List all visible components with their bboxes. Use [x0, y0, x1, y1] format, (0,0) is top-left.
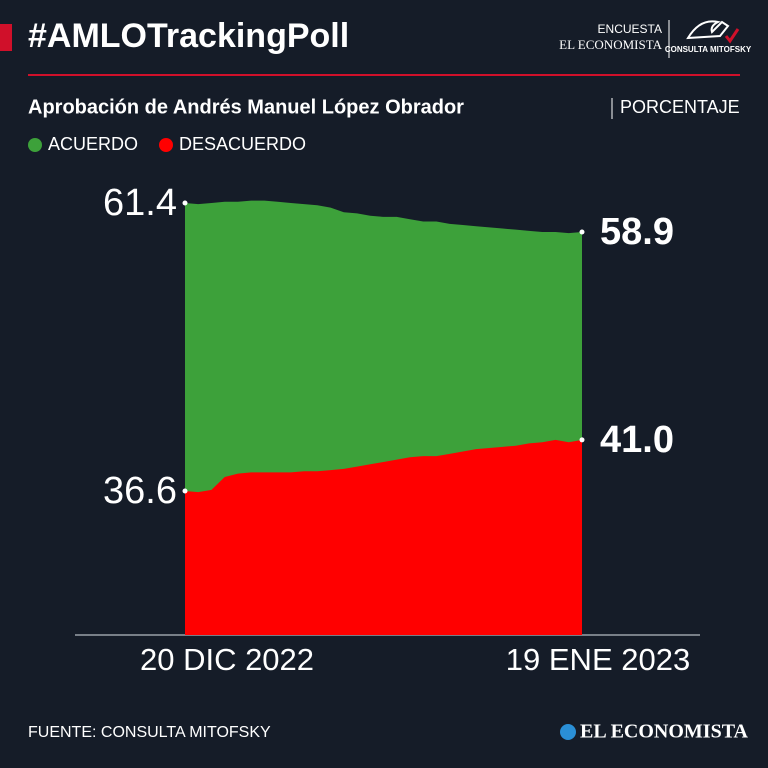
end-dot — [182, 488, 188, 494]
pollster-label: CONSULTA MITOFSKY — [665, 45, 752, 54]
end-dot — [182, 200, 188, 206]
survey-label: ENCUESTA — [598, 22, 662, 36]
value-label: 61.4 — [103, 182, 177, 224]
pollster-icon — [686, 20, 730, 40]
chart-title: Aprobación de Andrés Manuel López Obrado… — [28, 96, 464, 118]
header-accent — [0, 24, 12, 51]
legend-label: ACUERDO — [48, 134, 138, 154]
source: FUENTE: CONSULTA MITOFSKY — [28, 724, 271, 741]
end-dot — [579, 229, 585, 235]
hashtag: #AMLOTrackingPoll — [28, 17, 349, 55]
pollster-check — [724, 28, 740, 44]
logo-icon — [560, 724, 576, 740]
legend-swatch — [28, 138, 42, 152]
publisher-label: EL ECONOMISTA — [559, 37, 662, 52]
x-tick-label: 19 ENE 2023 — [506, 642, 690, 677]
footer-logo: EL ECONOMISTA — [580, 721, 749, 743]
legend-swatch — [159, 138, 173, 152]
x-tick-label: 20 DIC 2022 — [140, 642, 314, 677]
end-dot — [579, 437, 585, 443]
value-label: 58.9 — [600, 211, 674, 253]
value-label: 36.6 — [103, 470, 177, 512]
chart-unit: PORCENTAJE — [620, 97, 740, 117]
value-label: 41.0 — [600, 419, 674, 461]
legend-label: DESACUERDO — [179, 134, 306, 154]
area — [185, 439, 582, 635]
